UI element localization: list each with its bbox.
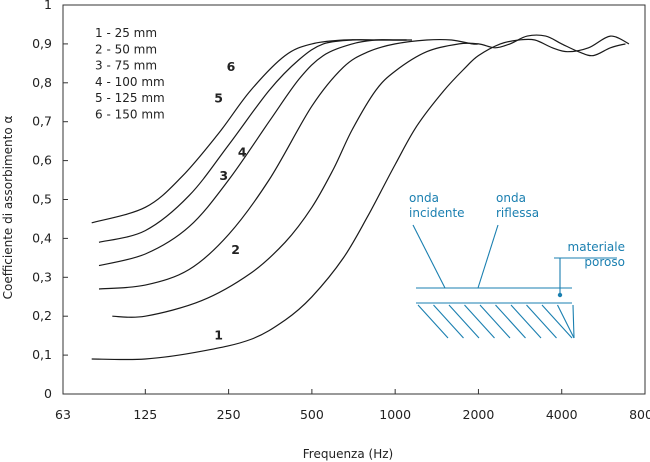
y-tick-label: 0,1: [32, 347, 52, 362]
y-tick-label: 0,5: [32, 192, 52, 207]
hatch-line: [541, 304, 573, 339]
x-tick-label: 1000: [379, 407, 411, 422]
legend-item: 2 - 50 mm: [95, 42, 157, 56]
legend-item: 6 - 150 mm: [95, 108, 165, 122]
hatch-line: [557, 304, 575, 339]
x-tick-label: 4000: [546, 407, 578, 422]
legend-item: 1 - 25 mm: [95, 26, 157, 40]
x-tick-label: 500: [300, 407, 324, 422]
y-tick-label: 0,8: [32, 75, 52, 90]
inset-material-label: materiale poroso: [568, 240, 625, 269]
hatch-line: [448, 304, 480, 339]
x-tick-label: 2000: [463, 407, 495, 422]
y-tick-label: 0,3: [32, 269, 52, 284]
hatch-line: [464, 304, 495, 339]
series-line-3: [98, 38, 479, 290]
series-line-6: [91, 39, 412, 224]
curve-labels: 1 2 34 5 6: [214, 59, 247, 342]
series-label-1: 1: [214, 328, 223, 343]
series-label-5: 5: [214, 90, 223, 105]
x-axis-title: Frequenza (Hz): [303, 447, 393, 461]
reflected-wave-line: [477, 224, 499, 289]
inset-reflected-label: onda riflessa: [496, 191, 539, 220]
x-tick-label: 125: [133, 407, 157, 422]
incident-wave-line: [412, 224, 446, 289]
legend: 1 - 25 mm 2 - 50 mm 3 - 75 mm 4 - 100 mm 5 -…: [95, 26, 165, 122]
material-leader-dot: [557, 292, 563, 298]
x-tick-label: 250: [217, 407, 241, 422]
hatch-line: [417, 304, 449, 339]
hatch-line: [433, 304, 464, 339]
legend-item: 3 - 75 mm: [95, 59, 157, 73]
series-line-4: [98, 39, 407, 267]
y-tick-label: 0,7: [32, 114, 52, 129]
curves: [91, 34, 630, 361]
series-label-4: 4: [238, 145, 247, 160]
y-tick-label: 0: [44, 386, 52, 401]
inset-incident-label: onda incidente: [409, 191, 465, 220]
series-label-2: 2: [231, 242, 240, 257]
y-tick-label: 0,4: [32, 230, 52, 245]
series-line-2: [112, 34, 626, 318]
hatch-line: [479, 304, 511, 339]
series-line-1: [91, 35, 630, 361]
y-tick-label: 1: [44, 0, 52, 12]
x-tick-label: 8000: [629, 407, 650, 422]
series-label-3: 3: [219, 168, 228, 183]
hatch-line: [572, 304, 575, 339]
hatch-line: [526, 304, 557, 339]
y-tick-label: 0,2: [32, 308, 52, 323]
inset-diagram: onda incidente onda riflessa materiale poro…: [409, 191, 625, 339]
hatch-line: [495, 304, 526, 339]
y-tick-label: 0,6: [32, 153, 52, 168]
series-label-6: 6: [227, 59, 236, 74]
legend-item: 5 - 125 mm: [95, 91, 165, 105]
x-tick-label: 63: [55, 407, 71, 422]
y-axis-title: Coefficiente di assorbimento α: [1, 115, 15, 299]
y-tick-label: 0,9: [32, 36, 52, 51]
axes: [62, 4, 646, 395]
legend-item: 4 - 100 mm: [95, 75, 165, 89]
hatch-line: [510, 304, 542, 339]
